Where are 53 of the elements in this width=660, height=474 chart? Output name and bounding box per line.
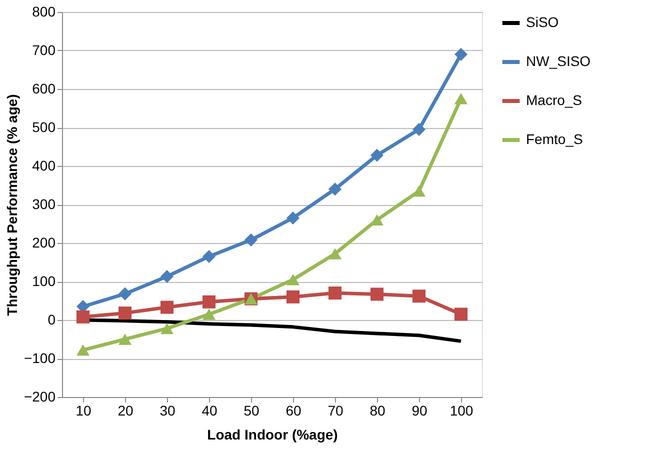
legend-label: Femto_S bbox=[526, 131, 583, 147]
x-tick-label: 70 bbox=[328, 402, 344, 418]
y-tick-label: 100 bbox=[32, 273, 56, 289]
y-tick-label: 400 bbox=[32, 158, 56, 174]
point bbox=[160, 322, 174, 334]
point bbox=[160, 300, 174, 314]
y-axis-title: Throughput Performance (% age) bbox=[4, 94, 20, 316]
point bbox=[286, 211, 300, 224]
x-tick-label: 80 bbox=[370, 402, 386, 418]
point bbox=[244, 233, 258, 246]
point bbox=[412, 185, 426, 197]
point bbox=[412, 290, 426, 303]
x-tick-label: 20 bbox=[118, 402, 134, 418]
y-tick-label: 200 bbox=[32, 234, 56, 250]
point bbox=[118, 334, 132, 345]
legend-label: SiSO bbox=[526, 14, 559, 30]
x-tick-label: 50 bbox=[244, 402, 260, 418]
point bbox=[286, 274, 300, 286]
point bbox=[160, 270, 174, 284]
point bbox=[370, 148, 384, 162]
point bbox=[454, 48, 468, 61]
point bbox=[202, 308, 216, 320]
point bbox=[454, 92, 468, 104]
y-tick-label: 300 bbox=[32, 196, 56, 212]
x-axis-title: Load Indoor (%age) bbox=[207, 426, 338, 442]
y-tick-label: 0 bbox=[48, 312, 56, 328]
point bbox=[412, 122, 426, 136]
y-tick-label: 500 bbox=[32, 119, 56, 135]
x-tick-label: 30 bbox=[160, 402, 176, 418]
point bbox=[202, 295, 216, 308]
point bbox=[202, 250, 216, 263]
legend-label: NW_SISO bbox=[526, 53, 591, 69]
point bbox=[118, 306, 132, 320]
point bbox=[328, 286, 342, 300]
point bbox=[118, 287, 132, 300]
y-tick-label: 700 bbox=[32, 42, 56, 58]
point bbox=[76, 344, 90, 356]
y-tick-label: −100 bbox=[24, 350, 56, 366]
x-tick-label: 60 bbox=[286, 402, 302, 418]
point bbox=[76, 310, 90, 324]
point bbox=[454, 308, 468, 321]
y-tick-label: 600 bbox=[32, 80, 56, 96]
x-tick-label: 40 bbox=[202, 402, 218, 418]
point bbox=[370, 288, 384, 301]
x-tick-label: 10 bbox=[76, 402, 92, 418]
x-tick-label: 90 bbox=[412, 402, 428, 418]
y-tick-label: 800 bbox=[32, 4, 56, 20]
x-tick-label: 100 bbox=[450, 402, 474, 418]
point bbox=[328, 182, 342, 196]
legend-label: Macro_S bbox=[526, 92, 582, 108]
point bbox=[286, 290, 300, 304]
y-tick-label: −200 bbox=[24, 388, 56, 404]
point bbox=[328, 248, 342, 260]
